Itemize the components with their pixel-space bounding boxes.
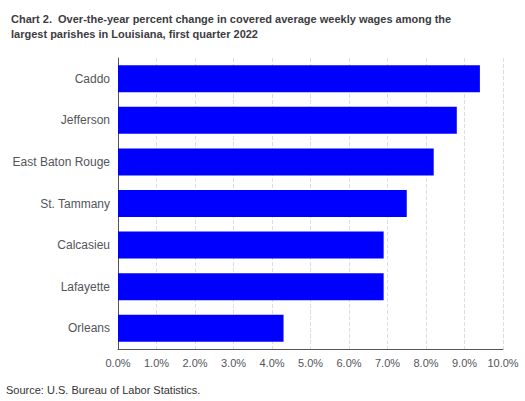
svg-text:3.0%: 3.0% bbox=[221, 357, 246, 369]
svg-text:East Baton Rouge: East Baton Rouge bbox=[13, 155, 111, 169]
svg-text:6.0%: 6.0% bbox=[336, 357, 361, 369]
svg-text:9.0%: 9.0% bbox=[452, 357, 477, 369]
svg-text:St. Tammany: St. Tammany bbox=[40, 197, 110, 211]
svg-text:Lafayette: Lafayette bbox=[61, 280, 111, 294]
svg-text:Jefferson: Jefferson bbox=[61, 113, 110, 127]
svg-text:10.0%: 10.0% bbox=[487, 357, 518, 369]
svg-text:Caddo: Caddo bbox=[75, 72, 111, 86]
svg-text:largest parishes in Louisiana,: largest parishes in Louisiana, first qua… bbox=[11, 28, 258, 40]
svg-text:Chart 2. Over-the-year percen: Chart 2. Over-the-year percent change in… bbox=[11, 13, 451, 25]
svg-text:1.0%: 1.0% bbox=[144, 357, 169, 369]
svg-text:Orleans: Orleans bbox=[68, 321, 110, 335]
svg-text:0.0%: 0.0% bbox=[105, 357, 130, 369]
svg-text:2.0%: 2.0% bbox=[182, 357, 207, 369]
svg-text:7.0%: 7.0% bbox=[375, 357, 400, 369]
svg-text:4.0%: 4.0% bbox=[259, 357, 284, 369]
svg-text:Source: U.S. Bureau of Labor S: Source: U.S. Bureau of Labor Statistics. bbox=[6, 384, 200, 396]
svg-text:Calcasieu: Calcasieu bbox=[57, 238, 110, 252]
svg-text:5.0%: 5.0% bbox=[298, 357, 323, 369]
svg-text:8.0%: 8.0% bbox=[413, 357, 438, 369]
